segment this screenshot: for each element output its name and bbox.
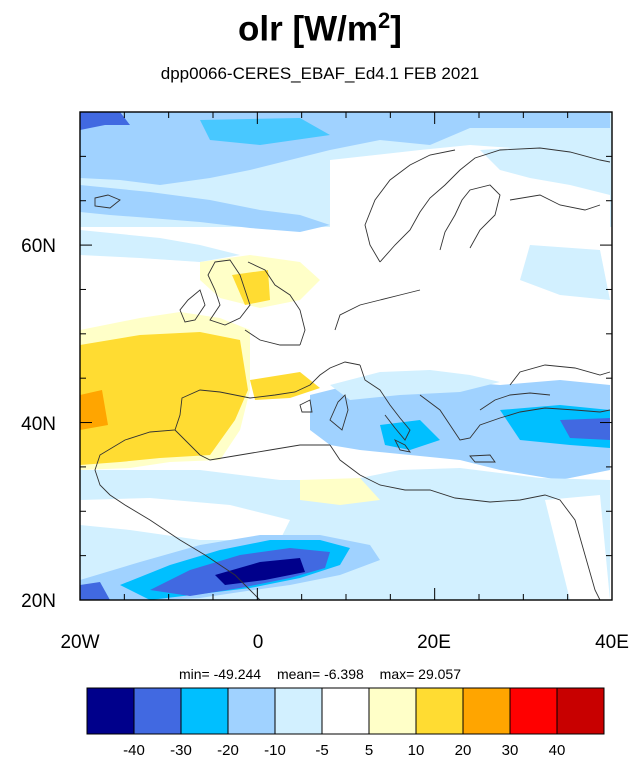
colorbar-label: 30 [502,742,519,759]
colorbar-label: 40 [549,742,566,759]
lat-label-20n: 20N [21,591,56,612]
stat-min: min= -49.244 [178,666,262,682]
colorbar-swatch [274,687,323,735]
stat-mean: mean= -6.398 [276,666,364,682]
tick-marks [79,111,613,601]
colorbar-swatch [321,687,370,735]
colorbar-label: -20 [217,742,239,759]
colorbar-label: -5 [315,742,328,759]
colorbar-label: -30 [170,742,192,759]
lat-label-60n: 60N [21,236,56,257]
colorbar-label: 5 [365,742,373,759]
colorbar-label: -10 [264,742,286,759]
colorbar-swatch [86,687,135,735]
plot-title: olr [W/m2] [238,8,402,49]
colorbar-swatch [509,687,558,735]
lon-label-20w: 20W [60,632,99,653]
colorbar-swatch [180,687,229,735]
lat-label-40n: 40N [21,414,56,435]
colorbar-swatch [368,687,417,735]
lon-label-20e: 20E [417,632,451,653]
colorbar-label: -40 [123,742,145,759]
anomaly-field [80,112,612,600]
lon-label-0: 0 [253,632,264,653]
colorbar-swatch [133,687,182,735]
plot-subtitle: dpp0066-CERES_EBAF_Ed4.1 FEB 2021 [160,64,480,83]
colorbar-swatch [462,687,511,735]
stat-max: max= 29.057 [379,666,462,682]
colorbar-swatch [227,687,276,735]
lon-label-40e: 40E [595,632,629,653]
colorbar-swatch [415,687,464,735]
colorbar-swatch [556,687,605,735]
colorbar-label: 20 [455,742,472,759]
coastlines [94,147,611,600]
colorbar-label: 10 [408,742,425,759]
statistics-line: min= -49.244 mean= -6.398 max= 29.057 [0,666,640,682]
